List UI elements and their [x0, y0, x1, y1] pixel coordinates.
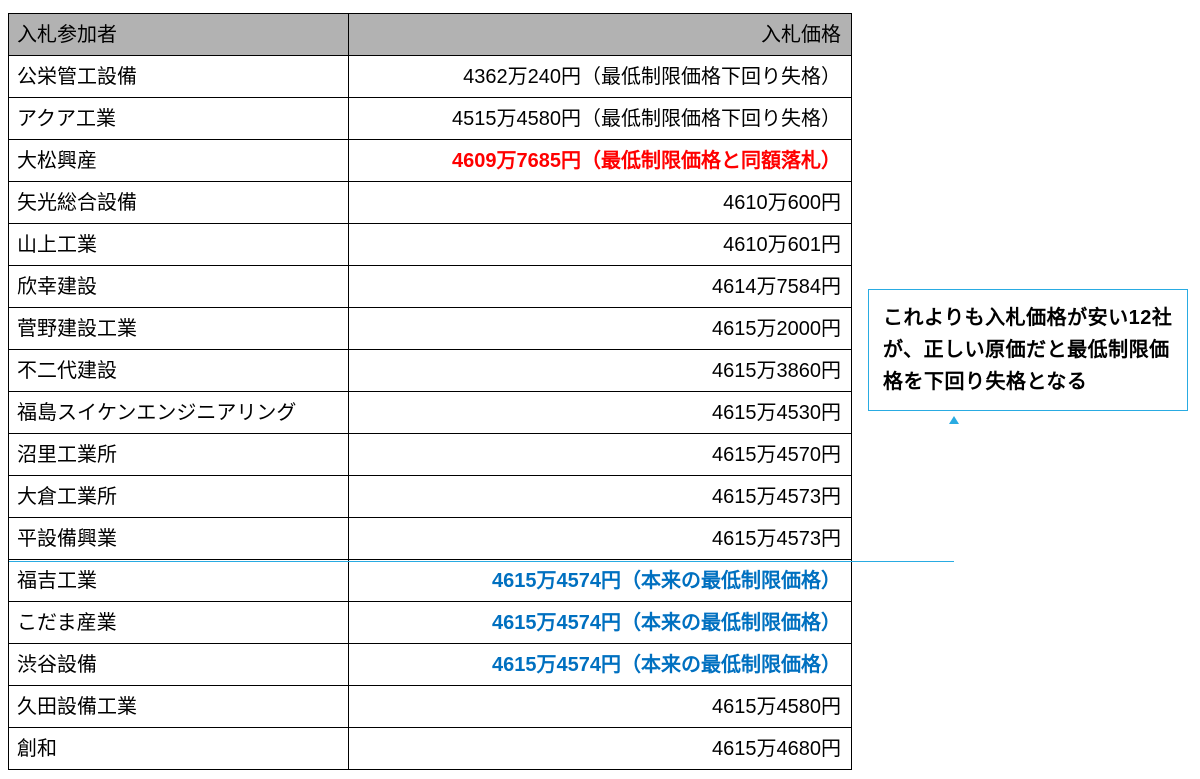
- company-cell: 山上工業: [9, 224, 349, 266]
- company-cell: アクア工業: [9, 98, 349, 140]
- price-cell: 4610万600円: [349, 182, 852, 224]
- company-cell: 大松興産: [9, 140, 349, 182]
- table-row: 福吉工業4615万4574円（本来の最低制限価格）: [9, 560, 852, 602]
- price-cell: 4615万4530円: [349, 392, 852, 434]
- price-cell: 4615万4680円: [349, 728, 852, 770]
- company-cell: 久田設備工業: [9, 686, 349, 728]
- table-row: 渋谷設備4615万4574円（本来の最低制限価格）: [9, 644, 852, 686]
- company-cell: 福吉工業: [9, 560, 349, 602]
- company-cell: 菅野建設工業: [9, 308, 349, 350]
- table-row: 福島スイケンエンジニアリング4615万4530円: [9, 392, 852, 434]
- price-cell: 4609万7685円（最低制限価格と同額落札）: [349, 140, 852, 182]
- price-cell: 4615万3860円: [349, 350, 852, 392]
- price-cell: 4615万4580円: [349, 686, 852, 728]
- price-cell: 4515万4580円（最低制限価格下回り失格）: [349, 98, 852, 140]
- table-row: アクア工業4515万4580円（最低制限価格下回り失格）: [9, 98, 852, 140]
- company-cell: 沼里工業所: [9, 434, 349, 476]
- table-row: 山上工業4610万601円: [9, 224, 852, 266]
- price-cell: 4615万4574円（本来の最低制限価格）: [349, 644, 852, 686]
- header-price: 入札価格: [349, 14, 852, 56]
- table-header-row: 入札参加者 入札価格: [9, 14, 852, 56]
- annotation-callout: これよりも入札価格が安い12社が、正しい原価だと最低制限価格を下回り失格となる: [868, 289, 1188, 411]
- table-body: 公栄管工設備4362万240円（最低制限価格下回り失格）アクア工業4515万45…: [9, 56, 852, 770]
- company-cell: 創和: [9, 728, 349, 770]
- callout-text: これよりも入札価格が安い12社が、正しい原価だと最低制限価格を下回り失格となる: [883, 307, 1172, 393]
- company-cell: こだま産業: [9, 602, 349, 644]
- bid-table: 入札参加者 入札価格 公栄管工設備4362万240円（最低制限価格下回り失格）ア…: [8, 13, 852, 770]
- table-row: こだま産業4615万4574円（本来の最低制限価格）: [9, 602, 852, 644]
- table-row: 菅野建設工業4615万2000円: [9, 308, 852, 350]
- price-cell: 4615万4573円: [349, 518, 852, 560]
- table-row: 公栄管工設備4362万240円（最低制限価格下回り失格）: [9, 56, 852, 98]
- divider-line: [9, 561, 954, 562]
- price-cell: 4615万2000円: [349, 308, 852, 350]
- table-row: 不二代建設4615万3860円: [9, 350, 852, 392]
- table-row: 沼里工業所4615万4570円: [9, 434, 852, 476]
- table-row: 矢光総合設備4610万600円: [9, 182, 852, 224]
- price-cell: 4614万7584円: [349, 266, 852, 308]
- table-row: 大松興産4609万7685円（最低制限価格と同額落札）: [9, 140, 852, 182]
- price-cell: 4615万4573円: [349, 476, 852, 518]
- price-cell: 4615万4570円: [349, 434, 852, 476]
- table-row: 大倉工業所4615万4573円: [9, 476, 852, 518]
- company-cell: 福島スイケンエンジニアリング: [9, 392, 349, 434]
- header-company: 入札参加者: [9, 14, 349, 56]
- company-cell: 渋谷設備: [9, 644, 349, 686]
- price-cell: 4615万4574円（本来の最低制限価格）: [349, 602, 852, 644]
- price-cell: 4362万240円（最低制限価格下回り失格）: [349, 56, 852, 98]
- company-cell: 不二代建設: [9, 350, 349, 392]
- table-row: 平設備興業4615万4573円: [9, 518, 852, 560]
- company-cell: 矢光総合設備: [9, 182, 349, 224]
- table-row: 創和4615万4680円: [9, 728, 852, 770]
- company-cell: 欣幸建設: [9, 266, 349, 308]
- company-cell: 平設備興業: [9, 518, 349, 560]
- table-row: 欣幸建設4614万7584円: [9, 266, 852, 308]
- table-row: 久田設備工業4615万4580円: [9, 686, 852, 728]
- company-cell: 公栄管工設備: [9, 56, 349, 98]
- company-cell: 大倉工業所: [9, 476, 349, 518]
- price-cell: 4610万601円: [349, 224, 852, 266]
- arrowhead-icon: [949, 416, 959, 424]
- price-cell: 4615万4574円（本来の最低制限価格）: [349, 560, 852, 602]
